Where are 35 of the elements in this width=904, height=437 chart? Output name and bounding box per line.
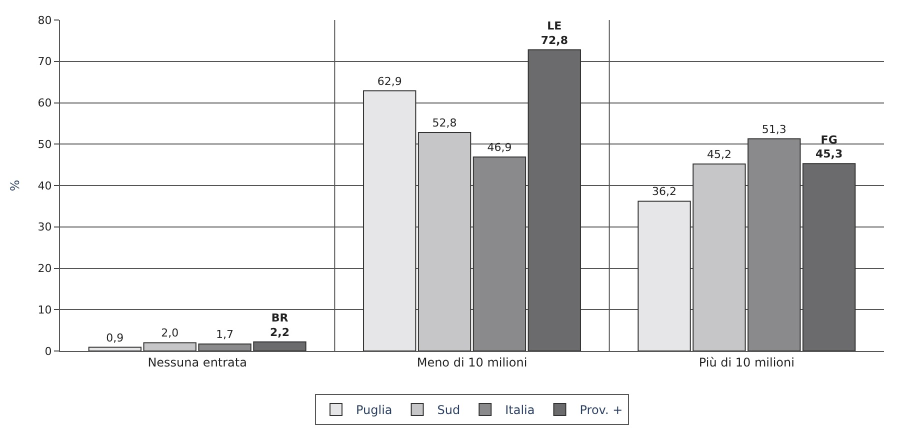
x-tick-label: Meno di 10 milioni: [416, 355, 528, 370]
y-tick-label: 0: [44, 344, 52, 358]
data-label: 62,9: [377, 74, 402, 88]
legend-label: Italia: [505, 403, 535, 418]
data-label: 45,2: [706, 148, 732, 161]
data-label: 52,8: [432, 116, 457, 130]
y-tick-label: 70: [38, 55, 52, 68]
bar: [418, 132, 472, 351]
y-tick-label: 50: [38, 138, 52, 151]
bar: [363, 90, 416, 351]
bar: [88, 346, 142, 351]
data-label: FG 45,3: [815, 133, 843, 161]
data-label: LE 72,8: [540, 19, 568, 47]
y-tick-label: 20: [38, 262, 52, 276]
x-tick-label: Più di 10 milioni: [698, 355, 794, 370]
y-tick-label: 30: [38, 220, 52, 234]
data-label: 46,9: [487, 140, 512, 154]
legend-label: Puglia: [356, 403, 392, 418]
y-axis-title: %: [8, 180, 22, 192]
data-label: 36,2: [652, 185, 677, 198]
y-tick-label: 10: [38, 303, 52, 316]
legend-label: Sud: [437, 403, 460, 418]
bar: [802, 163, 856, 351]
legend-label: Prov. +: [580, 403, 623, 418]
data-label: 0,9: [106, 331, 124, 344]
y-tick-label: 60: [38, 96, 52, 110]
bar: [528, 49, 581, 351]
y-tick-label: 80: [38, 14, 52, 27]
data-label: 2,0: [161, 326, 179, 340]
data-label: 51,3: [762, 122, 786, 136]
y-tick-label: 40: [38, 179, 52, 192]
bar: [472, 156, 526, 351]
data-label: 1,7: [216, 328, 234, 341]
x-tick-label: Nessuna entrata: [148, 355, 247, 370]
data-label: BR 2,2: [270, 312, 290, 339]
